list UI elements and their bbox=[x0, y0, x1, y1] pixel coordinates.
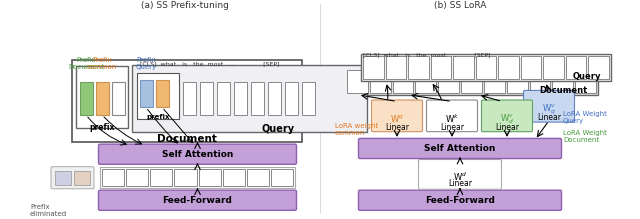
Text: Prefix
Document: Prefix Document bbox=[68, 57, 104, 70]
Bar bbox=[521, 56, 541, 79]
Bar bbox=[543, 56, 564, 79]
Bar bbox=[234, 82, 247, 115]
Bar bbox=[102, 169, 124, 186]
Bar bbox=[499, 56, 519, 79]
FancyBboxPatch shape bbox=[481, 100, 532, 132]
Text: Linear: Linear bbox=[440, 123, 464, 132]
Text: W$^d$: W$^d$ bbox=[453, 171, 467, 183]
Bar bbox=[566, 56, 586, 79]
Text: W$_q^v$: W$_q^v$ bbox=[542, 103, 556, 117]
Bar bbox=[126, 169, 148, 186]
Text: Query: Query bbox=[573, 72, 601, 81]
Bar bbox=[200, 82, 213, 115]
Bar bbox=[223, 169, 244, 186]
Text: Document: Document bbox=[157, 134, 217, 144]
Text: Query: Query bbox=[261, 124, 294, 134]
Text: Linear: Linear bbox=[448, 179, 472, 188]
Text: W$^k$: W$^k$ bbox=[445, 113, 459, 125]
Bar bbox=[370, 70, 390, 93]
Bar bbox=[174, 169, 196, 186]
Text: Prefix
Query: Prefix Query bbox=[136, 57, 157, 70]
Text: Self Attention: Self Attention bbox=[162, 150, 233, 159]
Bar bbox=[507, 70, 527, 93]
Bar bbox=[453, 56, 474, 79]
Bar bbox=[271, 169, 293, 186]
Bar bbox=[247, 169, 269, 186]
Bar bbox=[100, 167, 295, 188]
Bar bbox=[132, 65, 367, 132]
Bar bbox=[74, 171, 90, 185]
Bar bbox=[72, 60, 302, 142]
Text: Linear: Linear bbox=[495, 123, 519, 132]
FancyBboxPatch shape bbox=[358, 190, 561, 210]
FancyBboxPatch shape bbox=[99, 190, 296, 210]
Text: W$^q$: W$^q$ bbox=[390, 113, 404, 124]
Text: LoRA Weight
Document: LoRA Weight Document bbox=[563, 130, 607, 143]
Text: (b) SS LoRA: (b) SS LoRA bbox=[434, 1, 486, 10]
Text: [CLS]  what   is   the  most  ....              [SEP]: [CLS] what is the most .... [SEP] bbox=[140, 61, 280, 66]
Text: Linear: Linear bbox=[385, 123, 409, 132]
FancyBboxPatch shape bbox=[426, 100, 477, 132]
Bar bbox=[438, 70, 459, 93]
Bar bbox=[484, 70, 505, 93]
Text: Prefix
eliminated: Prefix eliminated bbox=[30, 204, 67, 217]
FancyBboxPatch shape bbox=[51, 167, 94, 189]
Bar bbox=[347, 70, 368, 93]
Text: Prefix
common: Prefix common bbox=[87, 57, 117, 70]
Text: prefix: prefix bbox=[147, 114, 170, 120]
Bar bbox=[198, 169, 221, 186]
Bar bbox=[415, 70, 436, 93]
Bar bbox=[345, 68, 598, 95]
Text: [CLS]  what   is   the  most  ...         [SEP]: [CLS] what is the most ... [SEP] bbox=[363, 53, 490, 58]
Text: Feed-Forward: Feed-Forward bbox=[163, 196, 232, 205]
Text: (a) SS Prefix-tuning: (a) SS Prefix-tuning bbox=[141, 1, 229, 10]
FancyBboxPatch shape bbox=[358, 138, 561, 159]
Bar bbox=[552, 70, 573, 93]
Bar bbox=[150, 169, 172, 186]
FancyBboxPatch shape bbox=[371, 100, 422, 132]
Text: Linear: Linear bbox=[537, 113, 561, 122]
Bar bbox=[55, 171, 71, 185]
Bar bbox=[363, 56, 383, 79]
Text: prefix: prefix bbox=[90, 123, 115, 132]
FancyBboxPatch shape bbox=[419, 159, 502, 189]
Bar bbox=[140, 80, 153, 107]
Text: LoRA weight
common: LoRA weight common bbox=[335, 123, 378, 136]
Bar bbox=[183, 82, 196, 115]
Bar bbox=[217, 82, 230, 115]
Bar bbox=[137, 73, 179, 119]
Bar bbox=[476, 56, 496, 79]
Bar bbox=[302, 82, 315, 115]
Text: W$_d^v$: W$_d^v$ bbox=[500, 113, 514, 126]
Bar bbox=[80, 82, 93, 115]
Text: Feed-Forward: Feed-Forward bbox=[425, 196, 495, 205]
Bar bbox=[529, 70, 550, 93]
Bar bbox=[408, 56, 429, 79]
Bar bbox=[431, 56, 451, 79]
Bar bbox=[392, 70, 413, 93]
Text: Document: Document bbox=[540, 86, 588, 95]
Bar bbox=[268, 82, 281, 115]
Bar bbox=[385, 56, 406, 79]
Bar bbox=[96, 82, 109, 115]
Bar bbox=[285, 82, 298, 115]
Bar bbox=[76, 66, 128, 128]
Bar bbox=[361, 55, 611, 81]
Bar bbox=[156, 80, 169, 107]
Bar bbox=[588, 56, 609, 79]
Text: Self Attention: Self Attention bbox=[424, 144, 496, 153]
Bar bbox=[575, 70, 596, 93]
FancyBboxPatch shape bbox=[524, 90, 575, 122]
Text: LoRA Weight
Query: LoRA Weight Query bbox=[563, 111, 607, 124]
Bar bbox=[251, 82, 264, 115]
Bar bbox=[112, 82, 125, 115]
FancyBboxPatch shape bbox=[99, 144, 296, 164]
Bar bbox=[461, 70, 482, 93]
